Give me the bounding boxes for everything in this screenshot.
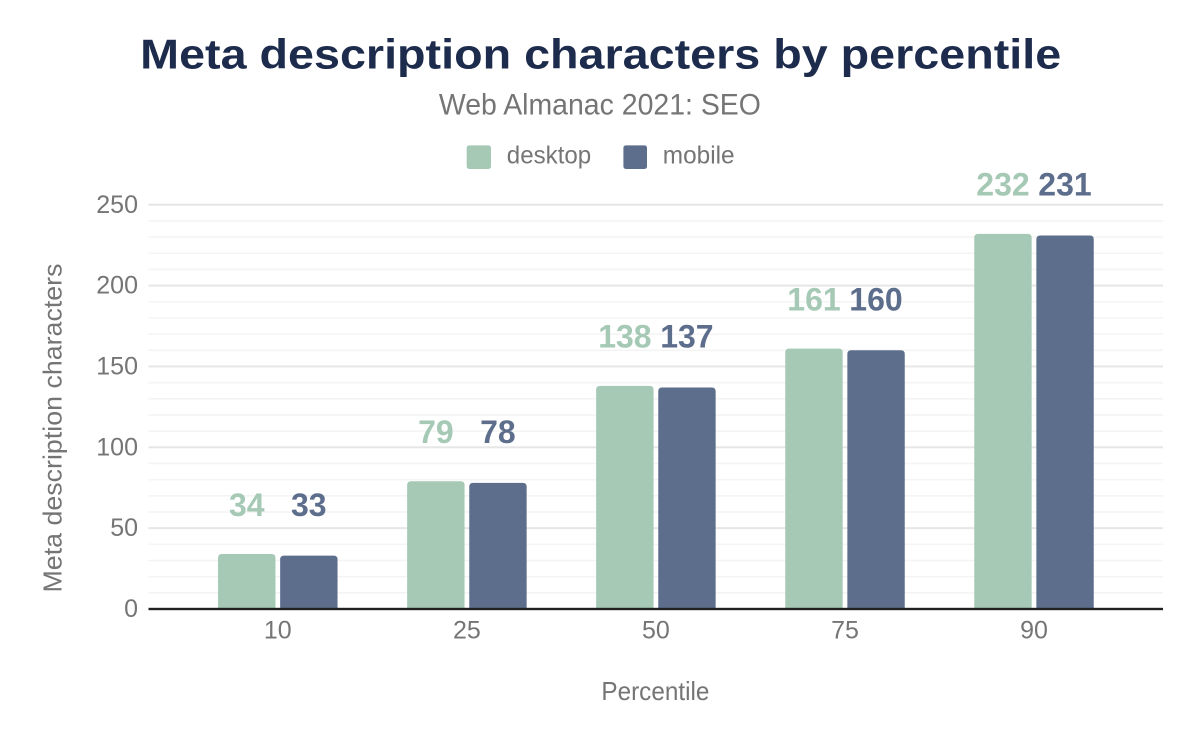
svg-text:161: 161 bbox=[787, 282, 840, 318]
svg-text:25: 25 bbox=[453, 616, 481, 644]
svg-text:160: 160 bbox=[849, 282, 902, 318]
svg-text:33: 33 bbox=[291, 487, 327, 523]
svg-text:138: 138 bbox=[598, 319, 651, 355]
svg-text:137: 137 bbox=[660, 319, 713, 355]
svg-text:79: 79 bbox=[418, 414, 454, 450]
svg-text:desktop: desktop bbox=[507, 142, 591, 170]
svg-text:250: 250 bbox=[96, 191, 138, 219]
svg-text:Web Almanac 2021: SEO: Web Almanac 2021: SEO bbox=[439, 89, 761, 122]
svg-text:0: 0 bbox=[124, 595, 138, 623]
svg-text:10: 10 bbox=[264, 616, 292, 644]
svg-text:232: 232 bbox=[976, 167, 1029, 203]
svg-text:mobile: mobile bbox=[663, 142, 735, 170]
svg-text:50: 50 bbox=[110, 514, 138, 542]
svg-text:Percentile: Percentile bbox=[601, 676, 709, 706]
svg-text:50: 50 bbox=[642, 616, 670, 644]
svg-text:150: 150 bbox=[96, 352, 138, 380]
svg-text:90: 90 bbox=[1020, 616, 1048, 644]
svg-text:231: 231 bbox=[1038, 167, 1091, 203]
svg-text:78: 78 bbox=[480, 414, 516, 450]
svg-text:Meta description characters: Meta description characters bbox=[38, 264, 68, 593]
svg-text:100: 100 bbox=[96, 433, 138, 461]
svg-text:34: 34 bbox=[229, 487, 265, 523]
svg-text:Meta description characters by: Meta description characters by percentil… bbox=[140, 31, 1061, 78]
svg-text:200: 200 bbox=[96, 272, 138, 300]
svg-text:75: 75 bbox=[831, 616, 859, 644]
